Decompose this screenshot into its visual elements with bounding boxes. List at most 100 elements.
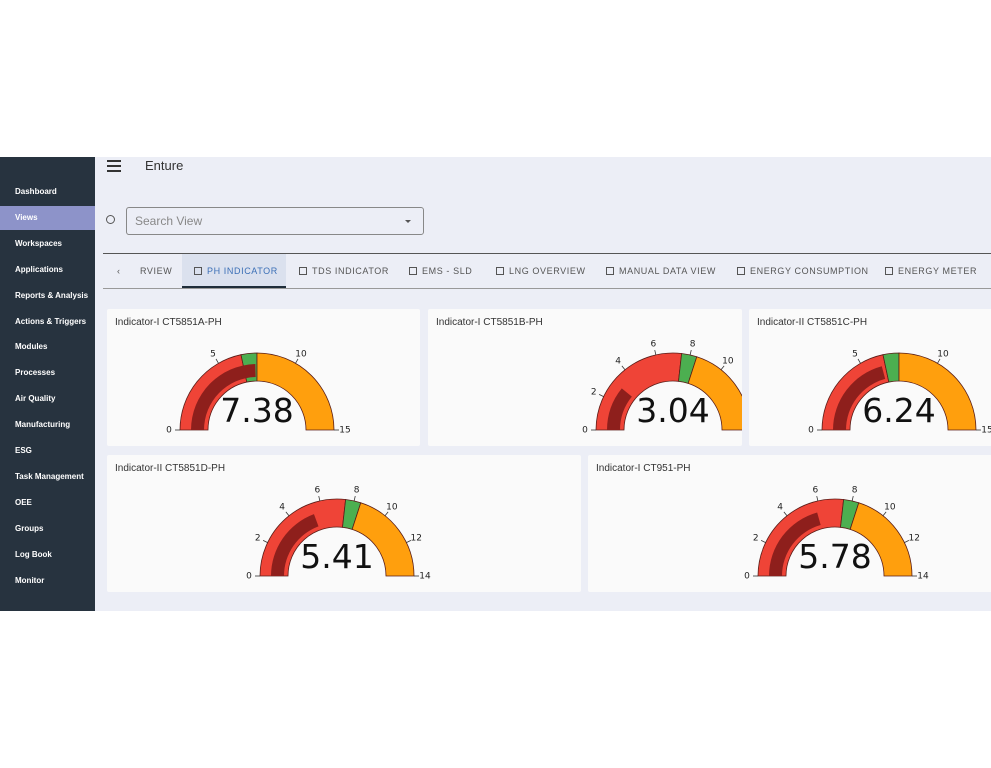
gauge-value: 3.04 bbox=[636, 391, 709, 430]
sidebar-item[interactable]: Groups bbox=[15, 523, 44, 533]
tab-scroll-left[interactable]: ‹ bbox=[117, 266, 121, 276]
gauge-tick-label: 5 bbox=[210, 349, 216, 359]
gauge-tick bbox=[262, 540, 268, 543]
sidebar-item[interactable]: Workspaces bbox=[15, 238, 62, 248]
gauge-tick-label: 2 bbox=[591, 387, 597, 397]
gauge-tick bbox=[937, 358, 941, 364]
card-title: Indicator-I CT951-PH bbox=[596, 463, 691, 474]
menu-button[interactable] bbox=[107, 160, 121, 175]
gauge-tick bbox=[689, 349, 692, 356]
gauge-value-bar bbox=[833, 366, 886, 430]
gauge-tick-label: 14 bbox=[419, 572, 431, 582]
gauge-tick bbox=[760, 540, 766, 543]
gauge-tick bbox=[406, 540, 412, 543]
gauge-tick-label: 6 bbox=[315, 486, 321, 496]
gauge-tick bbox=[318, 495, 321, 502]
gauge-tick-label: 12 bbox=[411, 533, 422, 543]
gauge-tick-label: 4 bbox=[279, 503, 285, 513]
gauge-band bbox=[687, 356, 742, 431]
card-title: Indicator-I CT5851A-PH bbox=[115, 317, 222, 328]
sidebar-item[interactable]: Dashboard bbox=[15, 187, 57, 196]
gauge-value-bar bbox=[191, 364, 256, 430]
gauge-tick-label: 0 bbox=[582, 426, 588, 436]
gauge-value-bar bbox=[769, 512, 821, 576]
gauge-tick-label: 6 bbox=[813, 486, 819, 496]
gauge: 0 2 4 6 8 10 12 14 5.41 bbox=[246, 486, 431, 582]
tab[interactable]: ENERGY METER bbox=[885, 254, 977, 288]
tab-label: RVIEW bbox=[140, 266, 173, 276]
sidebar-item[interactable]: Reports & Analysis bbox=[15, 290, 89, 300]
gauge: 024681012143.04 bbox=[582, 340, 742, 436]
tab-label: PH INDICATOR bbox=[207, 266, 278, 276]
search-icon bbox=[106, 215, 115, 224]
gauge-tick bbox=[621, 365, 626, 371]
sidebar-item[interactable]: Applications bbox=[15, 264, 64, 274]
gauge-card: Indicator-I CT5851A-PH 0 5 10 15 7.38 bbox=[107, 309, 420, 446]
gauge-value-bar bbox=[607, 388, 632, 430]
gauge-tick bbox=[384, 511, 389, 517]
tab[interactable]: MANUAL DATA VIEW bbox=[606, 254, 716, 288]
gauge-tick-label: 14 bbox=[917, 572, 929, 582]
gauge-card: Indicator-I CT5851B-PH024681012143.04 bbox=[428, 309, 742, 446]
gauge-band bbox=[256, 352, 335, 431]
sidebar-item[interactable]: Processes bbox=[15, 368, 56, 378]
tab[interactable]: TDS INDICATOR bbox=[299, 254, 389, 288]
gauge-tick-label: 0 bbox=[744, 572, 750, 582]
gauge-tick-label: 2 bbox=[753, 533, 759, 543]
tab-icon bbox=[737, 267, 745, 275]
card-title: Indicator-I CT5851B-PH bbox=[436, 317, 543, 328]
tab[interactable]: PH INDICATOR bbox=[182, 254, 286, 288]
tab-icon bbox=[606, 267, 614, 275]
gauge-tick bbox=[857, 358, 861, 364]
sidebar-item[interactable]: Task Management bbox=[15, 471, 84, 481]
gauge: 0 5 10 15 6.24 bbox=[808, 349, 991, 435]
gauge-value: 5.41 bbox=[300, 537, 373, 576]
tab[interactable]: RVIEW bbox=[140, 254, 172, 288]
gauge-tick bbox=[654, 349, 657, 356]
tab[interactable]: EMS - SLD bbox=[409, 254, 472, 288]
tab-label: ENERGY METER bbox=[898, 266, 978, 276]
sidebar-item[interactable]: Log Book bbox=[15, 549, 52, 559]
search-placeholder: Search View bbox=[135, 214, 203, 228]
tab[interactable]: LNG OVERVIEW bbox=[496, 254, 586, 288]
dropdown-arrow bbox=[405, 220, 411, 226]
app-title: Enture bbox=[145, 158, 184, 173]
sidebar-item[interactable]: Monitor bbox=[15, 575, 45, 585]
tab-icon bbox=[885, 267, 893, 275]
gauge: 0 2 4 6 8 10 12 14 5.78 bbox=[744, 486, 929, 582]
sidebar-item[interactable]: Air Quality bbox=[15, 394, 56, 404]
sidebar-item[interactable]: Views bbox=[0, 205, 95, 230]
gauge-tick bbox=[720, 365, 725, 371]
gauge-tick bbox=[816, 495, 819, 502]
tab[interactable]: ENERGY CONSUMPTION bbox=[737, 254, 869, 288]
gauge-tick-label: 10 bbox=[295, 349, 307, 359]
sidebar-item[interactable]: OEE bbox=[15, 497, 32, 507]
gauge-tick-label: 15 bbox=[339, 426, 350, 436]
gauge-card: Indicator-II CT5851C-PH 0 5 10 15 6.24 bbox=[749, 309, 991, 446]
gauge-tick-label: 10 bbox=[386, 503, 398, 513]
gauge-tick bbox=[285, 511, 290, 517]
gauge-tick bbox=[783, 511, 788, 517]
tab-label: ENERGY CONSUMPTION bbox=[750, 266, 869, 276]
gauge-tick-label: 8 bbox=[354, 486, 360, 496]
search-box[interactable]: Search View bbox=[126, 207, 424, 235]
tab-label: LNG OVERVIEW bbox=[509, 266, 586, 276]
sidebar-item[interactable]: ESG bbox=[15, 446, 32, 455]
tab-label: TDS INDICATOR bbox=[312, 266, 389, 276]
gauge-value-bar bbox=[271, 514, 319, 576]
card-title: Indicator-II CT5851D-PH bbox=[115, 463, 226, 474]
gauge-tick bbox=[904, 540, 910, 543]
gauge-band bbox=[351, 502, 415, 577]
gauge-tick-label: 8 bbox=[690, 340, 696, 350]
gauge-tick-label: 6 bbox=[651, 340, 657, 350]
gauge-tick-label: 4 bbox=[615, 357, 621, 367]
sidebar-item[interactable]: Actions & Triggers bbox=[15, 316, 87, 326]
tab-icon bbox=[194, 267, 202, 275]
sidebar-item[interactable]: Modules bbox=[15, 342, 48, 352]
sidebar: Dashboard Views Workspaces Applications Repo… bbox=[0, 157, 95, 611]
gauge-tick bbox=[851, 495, 854, 502]
sidebar-item[interactable]: Manufacturing bbox=[15, 420, 71, 430]
gauge-tick-label: 10 bbox=[884, 503, 896, 513]
gauge-tick-label: 4 bbox=[777, 503, 783, 513]
gauge-tick-label: 0 bbox=[166, 426, 172, 436]
